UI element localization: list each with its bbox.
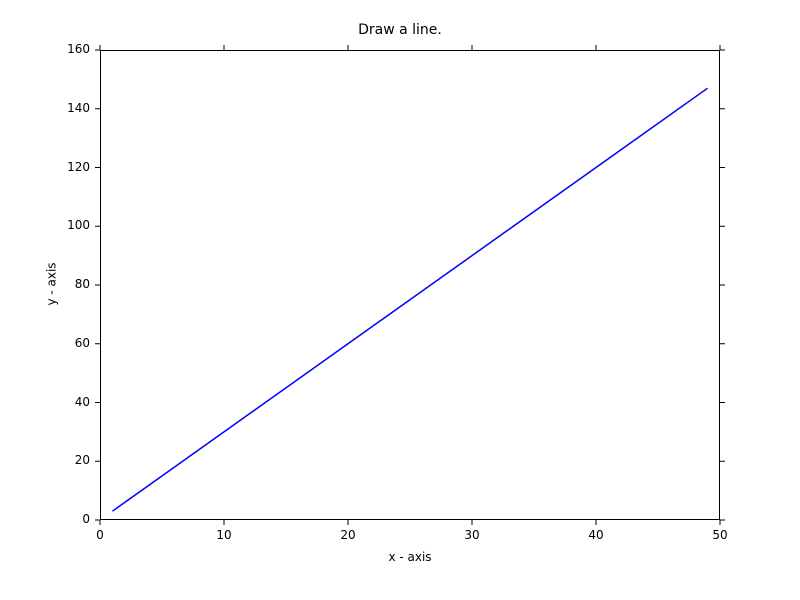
plot-svg xyxy=(100,50,720,520)
y-ticks xyxy=(95,50,725,520)
y-tick-label: 140 xyxy=(67,101,90,115)
y-axis-label: y - axis xyxy=(45,262,59,305)
x-tick-label: 40 xyxy=(581,528,611,542)
y-tick-label: 100 xyxy=(67,218,90,232)
y-tick-label: 80 xyxy=(75,277,90,291)
chart-title: Draw a line. xyxy=(0,22,800,38)
x-tick-label: 10 xyxy=(209,528,239,542)
data-line xyxy=(112,88,707,511)
x-tick-label: 30 xyxy=(457,528,487,542)
y-tick-label: 40 xyxy=(75,395,90,409)
y-tick-label: 160 xyxy=(67,42,90,56)
y-tick-label: 120 xyxy=(67,160,90,174)
x-axis-label: x - axis xyxy=(100,550,720,564)
x-tick-label: 20 xyxy=(333,528,363,542)
x-tick-label: 0 xyxy=(85,528,115,542)
x-tick-label: 50 xyxy=(705,528,735,542)
y-tick-label: 0 xyxy=(82,512,90,526)
y-tick-label: 20 xyxy=(75,453,90,467)
y-tick-label: 60 xyxy=(75,336,90,350)
line-chart: Draw a line. x - axis y - axis 0 10 20 30 40… xyxy=(0,0,800,600)
